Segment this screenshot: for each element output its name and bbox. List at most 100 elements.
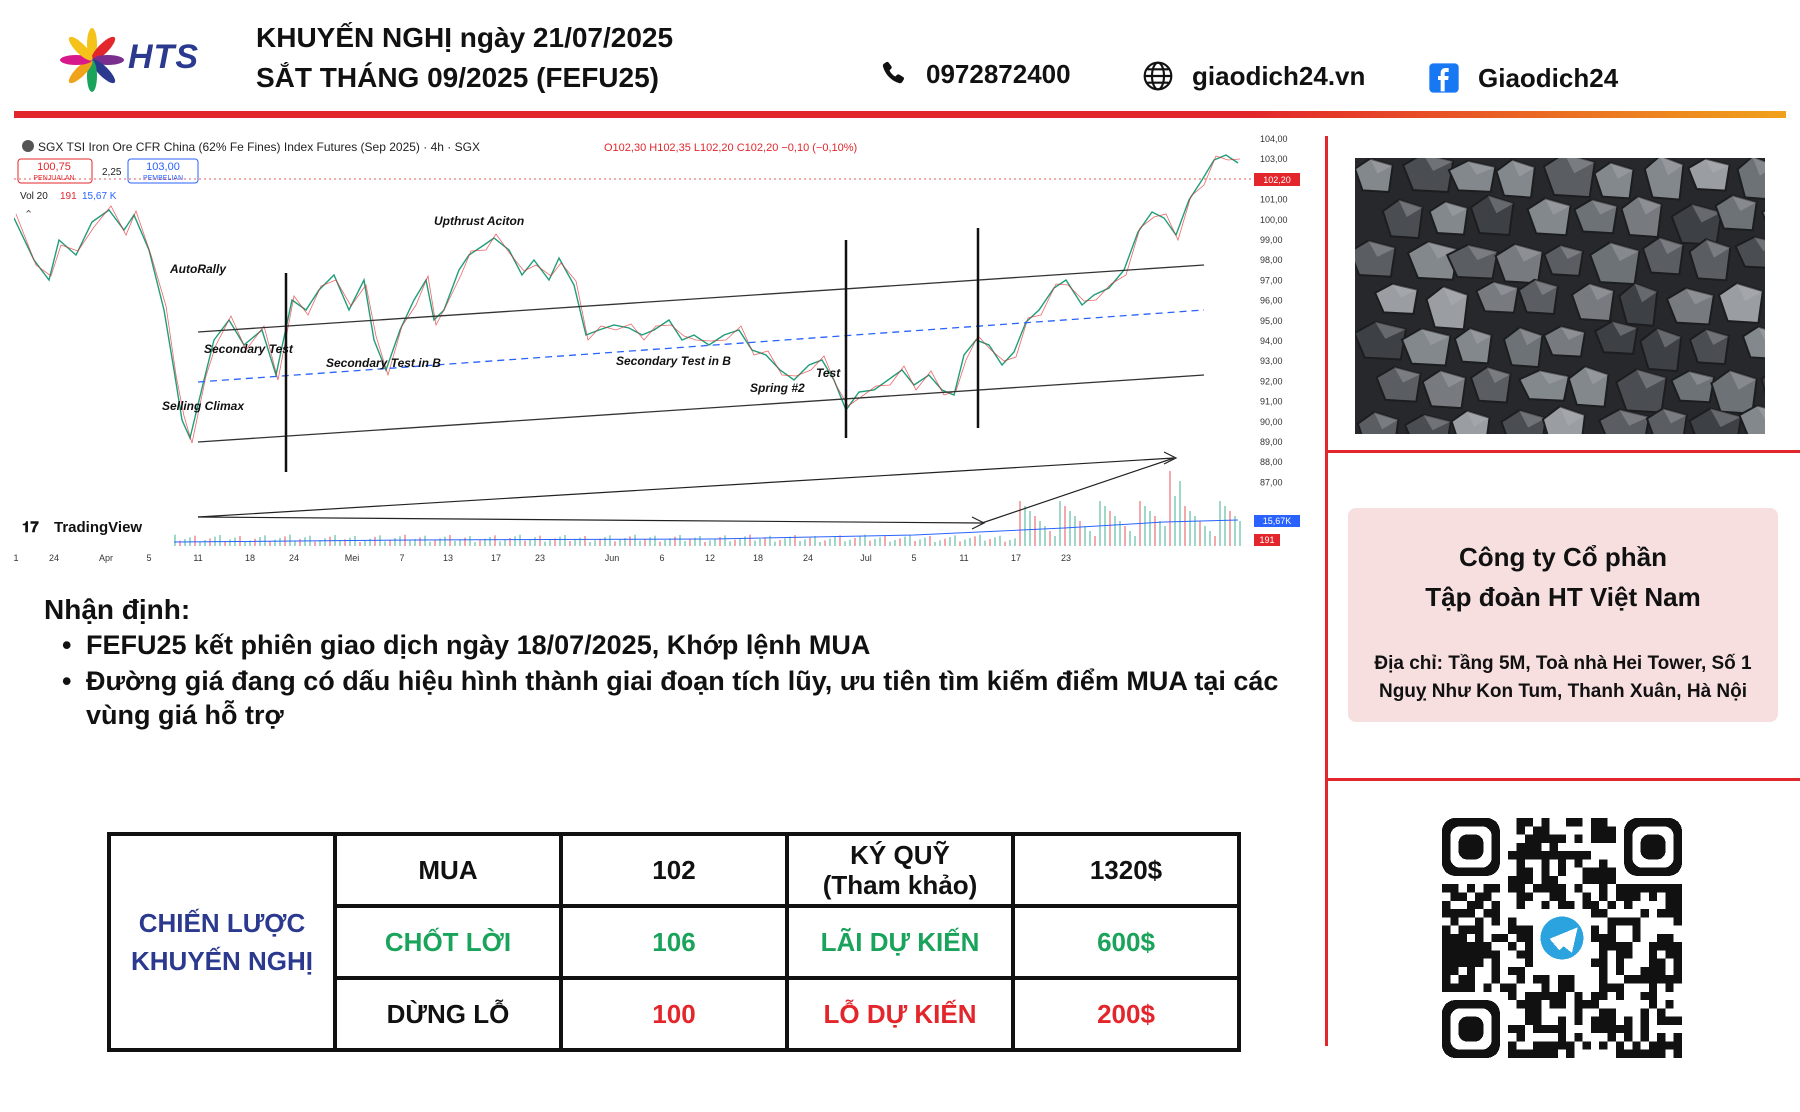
x-tick-label: 24 (49, 553, 59, 563)
svg-text:⌃: ⌃ (24, 209, 33, 221)
chart-symbol-title: SGX TSI Iron Ore CFR China (62% Fe Fines… (38, 140, 480, 154)
x-tick-label: Jun (605, 553, 620, 563)
contact-phone[interactable]: 0972872400 (878, 58, 1071, 90)
y-axis: 104,00103,00102,00101,00100,0099,0098,00… (1260, 134, 1288, 487)
chart-annotation: Upthrust Aciton (434, 214, 524, 228)
logo-text: HTS (128, 38, 199, 76)
volume-ma: 15,67 K (82, 191, 117, 202)
y-tick-label: 98,00 (1260, 255, 1283, 265)
table-row: DỪNG LỖ 100 LỖ DỰ KIẾN 200$ (109, 976, 1241, 1052)
price-cell: 106 (559, 904, 789, 980)
y-tick-label: 99,00 (1260, 235, 1283, 245)
x-tick-label: 17 (1011, 553, 1021, 563)
price-cell: 102 (559, 832, 789, 908)
action-cell: DỪNG LỖ (333, 976, 563, 1052)
x-tick-label: 23 (535, 553, 545, 563)
analysis-bullet: • Đường giá đang có dấu hiệu hình thành g… (62, 666, 1279, 730)
website-link[interactable]: giaodich24.vn (1192, 60, 1366, 91)
chart-annotation: Secondary Test in B (616, 354, 731, 368)
chart-annotation: AutoRally (169, 262, 227, 276)
x-tick-label: 11 (193, 553, 202, 563)
metric-cell: KÝ QUỸ (Tham khảo) (785, 832, 1015, 908)
x-tick-label: 7 (399, 553, 404, 563)
x-tick-label: 24 (803, 553, 813, 563)
metric-cell: LỖ DỰ KIẾN (785, 976, 1015, 1052)
price-cell: 100 (559, 976, 789, 1052)
chart-annotation: Selling Climax (162, 399, 245, 413)
amount-cell: 600$ (1011, 904, 1241, 980)
analysis-heading: Nhận định: (44, 594, 191, 625)
y-tick-label: 94,00 (1260, 336, 1283, 346)
company-name-line1: Công ty Cổ phần (1459, 542, 1667, 572)
x-tick-label: 12 (705, 553, 715, 563)
company-card: Công ty Cổ phần Tập đoàn HT Việt Nam Địa… (1348, 508, 1778, 722)
x-tick-label: 1 (14, 553, 19, 563)
x-axis: 1 24 Apr 5 11 18 24 Mei 7 13 17 23 Jun 6 12 18 24 Jul 5 11 1… (14, 553, 1071, 563)
table-row: CHIẾN LƯỢC KHUYẾN NGHỊ MUA 102 KÝ QUỸ (T… (107, 832, 1241, 1052)
y-tick-label: 97,00 (1260, 275, 1283, 285)
spread-value: 2,25 (102, 167, 122, 178)
chart-annotation: Secondary Test (204, 342, 294, 356)
y-tick-label: 101,00 (1260, 195, 1288, 205)
x-tick-label: 11 (959, 553, 968, 563)
x-tick-label: 24 (289, 553, 299, 563)
chart-annotation: Test (816, 366, 841, 380)
telegram-qr-code[interactable] (1442, 818, 1682, 1058)
sell-price: 100,75 (37, 161, 71, 173)
x-tick-label: 13 (443, 553, 453, 563)
contact-facebook[interactable]: Giaodich24 (1428, 62, 1618, 94)
x-tick-label: Apr (99, 553, 113, 563)
volume-label: Vol 20 (20, 191, 48, 202)
y-tick-label: 103,00 (1260, 154, 1288, 164)
volume-value: 191 (60, 191, 77, 202)
action-cell: CHỐT LỜI (333, 904, 563, 980)
x-tick-label: 5 (146, 553, 151, 563)
action-cell: MUA (333, 832, 563, 908)
price-series (14, 154, 1239, 441)
y-tick-label: 104,00 (1260, 134, 1288, 144)
table-row: CHỐT LỜI 106 LÃI DỰ KIẾN 600$ (109, 904, 1241, 980)
volume-bars (173, 471, 1241, 546)
strategy-table: CHIẾN LƯỢC KHUYẾN NGHỊ MUA 102 KÝ QUỸ (T… (107, 832, 1241, 1052)
chart-annotation: Spring #2 (750, 381, 805, 395)
header-divider (14, 111, 1786, 118)
y-tick-label: 92,00 (1260, 376, 1283, 386)
chart-ohlc: O102,30 H102,35 L102,20 C102,20 −0,10 (−… (604, 142, 857, 154)
x-tick-label: 6 (659, 553, 664, 563)
globe-icon (1143, 61, 1173, 91)
y-tick-label: 90,00 (1260, 417, 1283, 427)
company-address: Địa chỉ: Tầng 5M, Toà nhà Hei Tower, Số … (1374, 653, 1752, 702)
y-tick-label: 93,00 (1260, 356, 1283, 366)
hts-logo-icon (60, 28, 124, 92)
y-tick-label: 95,00 (1260, 316, 1283, 326)
section-divider (1327, 778, 1800, 781)
company-name-line2: Tập đoàn HT Việt Nam (1425, 582, 1701, 612)
x-tick-label: 18 (245, 553, 255, 563)
buy-price: 103,00 (146, 161, 180, 173)
y-tick-label: 87,00 (1260, 477, 1283, 487)
tradingview-brand: TradingView (54, 519, 142, 536)
volume-tag: 191 (1259, 535, 1274, 545)
amount-cell: 200$ (1011, 976, 1241, 1052)
sgx-icon (22, 140, 34, 152)
facebook-link[interactable]: Giaodich24 (1478, 62, 1619, 93)
volume-ma-tag: 15,67K (1263, 516, 1292, 526)
x-tick-label: 23 (1061, 553, 1071, 563)
price-chart: SGX TSI Iron Ore CFR China (62% Fe Fines… (14, 130, 1304, 570)
y-tick-label: 88,00 (1260, 457, 1283, 467)
x-tick-label: 17 (491, 553, 501, 563)
x-tick-label: Jul (860, 553, 872, 563)
phone-icon (882, 61, 905, 84)
contact-website[interactable]: giaodich24.vn (1142, 60, 1365, 92)
column-divider (1325, 136, 1328, 1046)
page-subtitle: SẮT THÁNG 09/2025 (FEFU25) (256, 62, 659, 93)
metric-cell: LÃI DỰ KIẾN (785, 904, 1015, 980)
y-tick-label: 100,00 (1260, 215, 1288, 225)
analysis-bullet: • FEFU25 kết phiên giao dịch ngày 18/07/2… (62, 630, 871, 660)
buy-label: PEMBELIAN (143, 175, 183, 182)
facebook-icon (1429, 63, 1459, 93)
y-tick-label: 96,00 (1260, 296, 1283, 306)
price-tag: 102,20 (1263, 175, 1291, 185)
sell-label: PENJUALAN (33, 175, 74, 182)
section-divider (1327, 450, 1800, 453)
